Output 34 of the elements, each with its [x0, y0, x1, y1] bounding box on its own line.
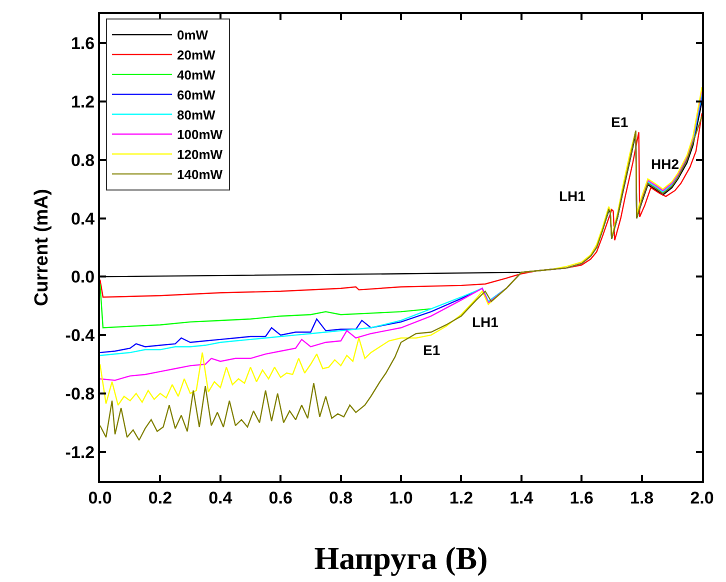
- y-axis-title: Current (mA): [32, 188, 53, 306]
- annotation: E1: [611, 114, 628, 130]
- x-tick-label: 0.6: [268, 488, 292, 508]
- y-tick-label: -0.8: [65, 384, 95, 404]
- annotation: LH1: [472, 314, 499, 330]
- x-tick-label: 0.8: [328, 488, 353, 508]
- legend-label: 140mW: [177, 166, 224, 182]
- annotation: HH2: [651, 156, 680, 172]
- y-tick-label: 1.2: [70, 92, 95, 112]
- y-tick-label: 1.6: [70, 34, 95, 54]
- y-tick-label: 0.8: [70, 150, 95, 170]
- legend-label: 40mW: [177, 67, 216, 82]
- legend-label: 0mW: [177, 28, 209, 43]
- x-tick-label: 1.6: [570, 488, 594, 508]
- legend-label: 120mW: [177, 147, 224, 162]
- legend-label: 80mW: [177, 107, 216, 122]
- x-tick-label: 1.2: [449, 488, 474, 508]
- legend-label: 60mW: [177, 87, 216, 102]
- x-tick-label: 1.4: [510, 488, 534, 508]
- x-axis-title: Напруга (В): [314, 540, 488, 576]
- legend-label: 100mW: [177, 127, 224, 142]
- y-tick-label: 0.0: [70, 268, 95, 287]
- y-tick-label: 0.4: [70, 209, 96, 228]
- y-tick-label: -0.4: [65, 326, 96, 346]
- x-tick-label: 1.8: [630, 488, 654, 508]
- x-tick-label: 0.4: [208, 488, 233, 508]
- y-tick-label: -1.2: [65, 442, 95, 462]
- annotation: LH1: [559, 188, 586, 204]
- annotation: E1: [423, 342, 440, 358]
- x-tick-label: 0.2: [148, 488, 172, 508]
- x-tick-label: 0.0: [88, 488, 112, 508]
- x-tick-label: 1.0: [389, 488, 413, 508]
- legend-label: 20mW: [177, 48, 216, 63]
- x-tick-label: 2.0: [690, 488, 714, 508]
